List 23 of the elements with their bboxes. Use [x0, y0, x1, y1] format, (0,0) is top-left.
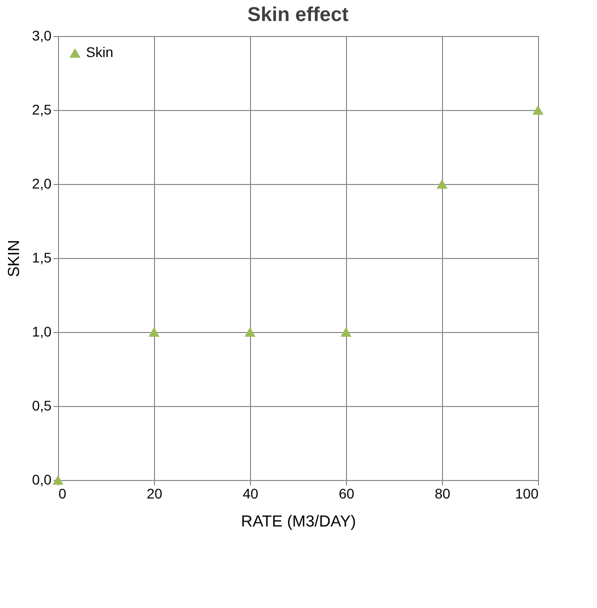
point — [436, 179, 448, 189]
y-tick-label: 1,5 — [32, 250, 52, 266]
x-tick-label: 20 — [146, 486, 162, 502]
legend-label: Skin — [86, 44, 114, 60]
y-tick-label: 3,0 — [32, 28, 52, 44]
x-tick-label: 0 — [58, 486, 66, 502]
y-tick-label: 2,0 — [32, 176, 52, 192]
x-tick-label: 40 — [242, 486, 258, 502]
point — [340, 327, 352, 337]
x-tick-label: 80 — [434, 486, 450, 502]
x-tick-label: 100 — [515, 486, 539, 502]
point — [532, 105, 544, 115]
y-tick-label: 2,5 — [32, 102, 52, 118]
y-tick-label: 0,5 — [32, 398, 52, 414]
point — [52, 475, 64, 485]
y-tick-label: 0,0 — [32, 472, 52, 488]
chart-title: Skin effect — [247, 4, 349, 26]
point — [244, 327, 256, 337]
x-axis-title: RATE (M3/DAY) — [241, 514, 356, 530]
y-tick-label: 1,0 — [32, 324, 52, 340]
y-axis-title: SKIN — [6, 240, 24, 278]
x-tick-label: 60 — [338, 486, 354, 502]
point — [148, 327, 160, 337]
